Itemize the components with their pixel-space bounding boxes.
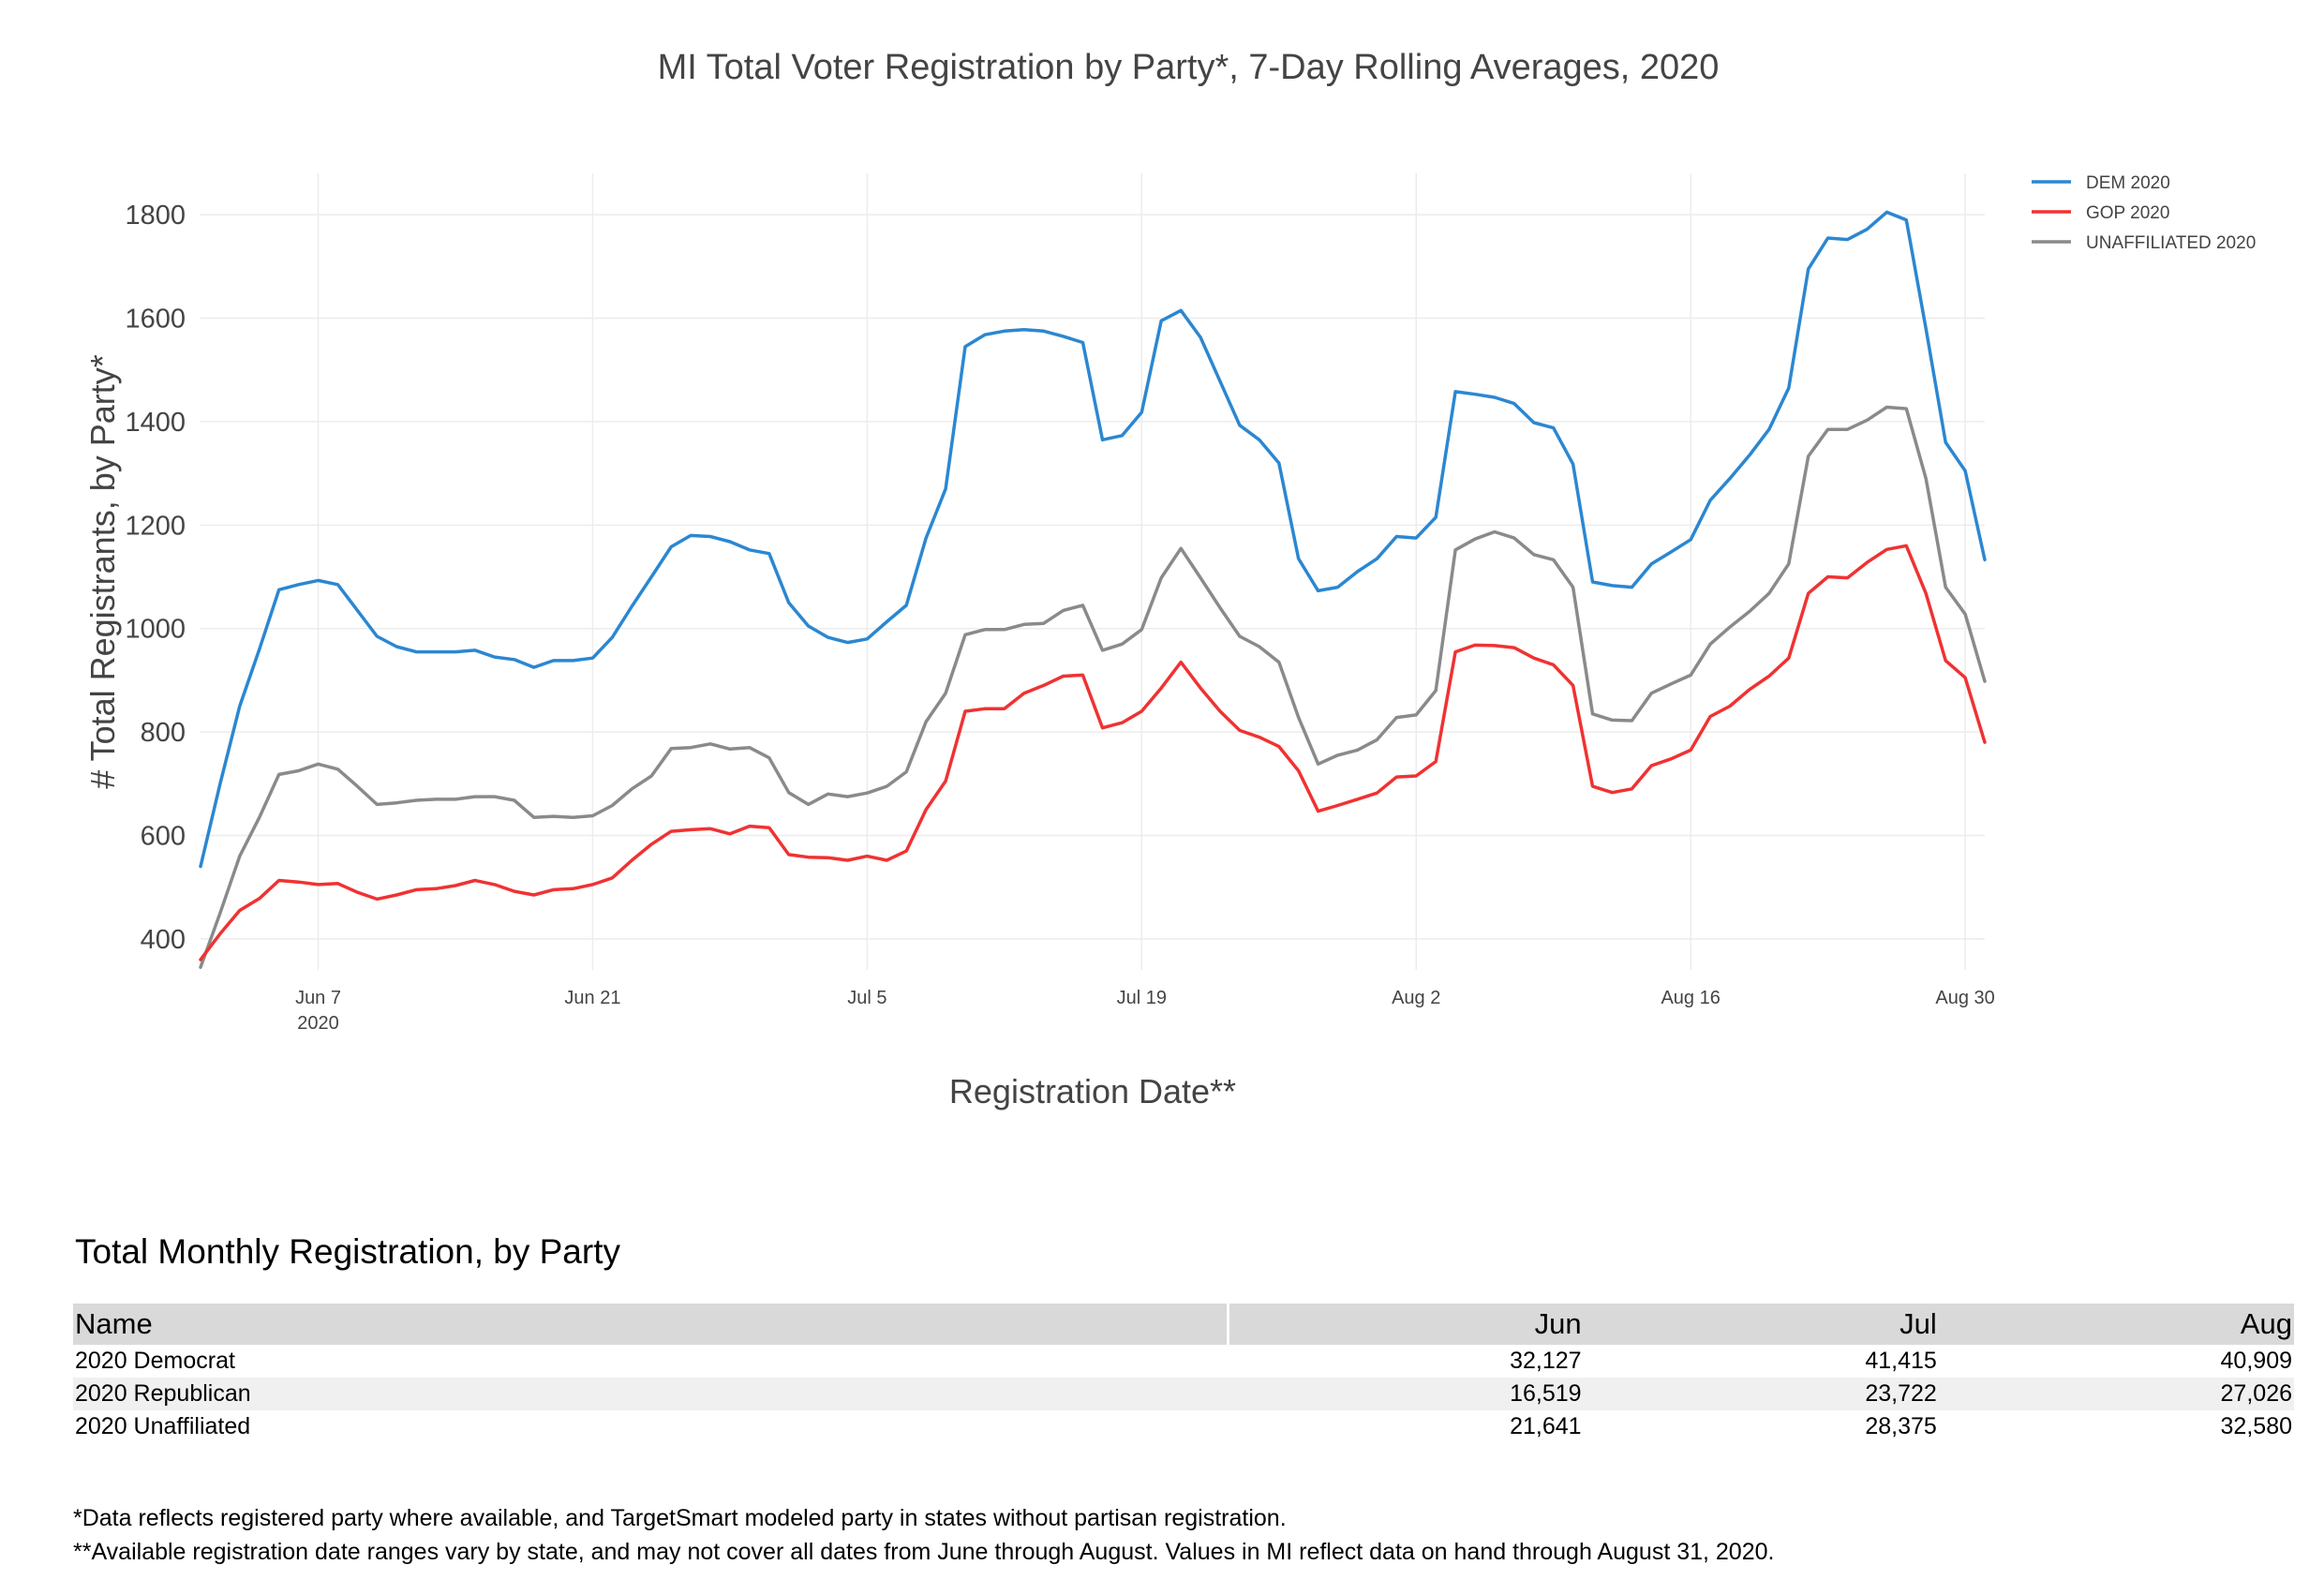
row-jul-value: 23,722	[1583, 1378, 1939, 1410]
table-header-row: Name Jun Jul Aug	[73, 1304, 2294, 1345]
series-line-dem-2020	[199, 210, 1987, 869]
row-name: 2020 Democrat	[75, 1348, 235, 1374]
y-axis-ticks: 400 600 800 1000 1200 1400 1600 1800	[125, 201, 186, 955]
row-jun-value: 21,641	[1510, 1413, 1582, 1439]
legend-label: GOP 2020	[2086, 203, 2169, 223]
table-row: 2020 Democrat 32,127 41,415 40,909	[73, 1345, 2294, 1378]
row-name: 2020 Unaffiliated	[75, 1413, 251, 1439]
legend-label: DEM 2020	[2086, 173, 2170, 193]
x-axis-title: Registration Date**	[949, 1072, 1236, 1111]
y-tick-label: 1200	[125, 511, 186, 541]
y-tick-label: 600	[141, 821, 186, 851]
series-lines	[199, 210, 1987, 969]
x-tick-label: Jun 21	[564, 988, 620, 1008]
x-axis-ticks: Jun 7 2020 Jun 21 Jul 5 Jul 19 Aug 2 Aug 16 Aug…	[295, 988, 1995, 1034]
row-jun-value: 16,519	[1228, 1378, 1584, 1410]
series-line-gop-2020	[199, 544, 1987, 961]
row-jun-value: 32,127	[1510, 1348, 1582, 1374]
table-row: 2020 Republican 16,519 23,722 27,026	[73, 1378, 2294, 1410]
x-tick-label: Aug 16	[1661, 988, 1720, 1008]
row-aug-value: 27,026	[1938, 1378, 2294, 1410]
table-title: Total Monthly Registration, by Party	[75, 1232, 620, 1271]
monthly-registration-section: Total Monthly Registration, by Party Nam…	[73, 1232, 2294, 1443]
header-name: Name	[73, 1304, 1229, 1345]
legend-label: UNAFFILIATED 2020	[2086, 233, 2256, 253]
y-tick-label: 1800	[125, 201, 186, 231]
row-aug-value: 32,580	[2220, 1413, 2292, 1439]
row-name: 2020 Republican	[73, 1378, 1229, 1410]
row-jul-value: 41,415	[1865, 1348, 1937, 1374]
x-tick-label: Jun 7	[295, 988, 341, 1008]
footnote-dates: **Available registration date ranges var…	[73, 1539, 1775, 1565]
y-tick-label: 400	[141, 925, 186, 955]
line-chart: MI Total Voter Registration by Party*, 7…	[83, 48, 2256, 1111]
x-tick-label: Jul 5	[847, 988, 886, 1008]
y-axis-title: # Total Registrants, by Party*	[83, 354, 122, 789]
header-aug: Aug	[1938, 1304, 2294, 1345]
table-row: 2020 Unaffiliated 21,641 28,375 32,580	[73, 1410, 2294, 1443]
legend: DEM 2020 GOP 2020 UNAFFILIATED 2020	[2032, 173, 2256, 253]
header-jun: Jun	[1228, 1304, 1584, 1345]
y-tick-label: 1400	[125, 408, 186, 438]
series-line-unaffiliated-2020	[199, 405, 1987, 969]
row-aug-value: 40,909	[2220, 1348, 2292, 1374]
y-tick-label: 1000	[125, 615, 186, 645]
footnotes: *Data reflects registered party where av…	[73, 1501, 1774, 1569]
footnote-party: *Data reflects registered party where av…	[73, 1505, 1287, 1531]
x-tick-label: Aug 2	[1392, 988, 1440, 1008]
gridlines	[201, 173, 1985, 970]
chart-title: MI Total Voter Registration by Party*, 7…	[658, 48, 1720, 87]
row-jul-value: 28,375	[1865, 1413, 1937, 1439]
monthly-registration-table: Name Jun Jul Aug 2020 Democrat 32,127 41…	[73, 1304, 2294, 1443]
y-tick-label: 1600	[125, 305, 186, 335]
y-tick-label: 800	[141, 718, 186, 748]
x-tick-label: Jul 19	[1117, 988, 1167, 1008]
x-tick-sublabel: 2020	[297, 1013, 339, 1034]
header-jul: Jul	[1583, 1304, 1939, 1345]
x-tick-label: Aug 30	[1935, 988, 1994, 1008]
